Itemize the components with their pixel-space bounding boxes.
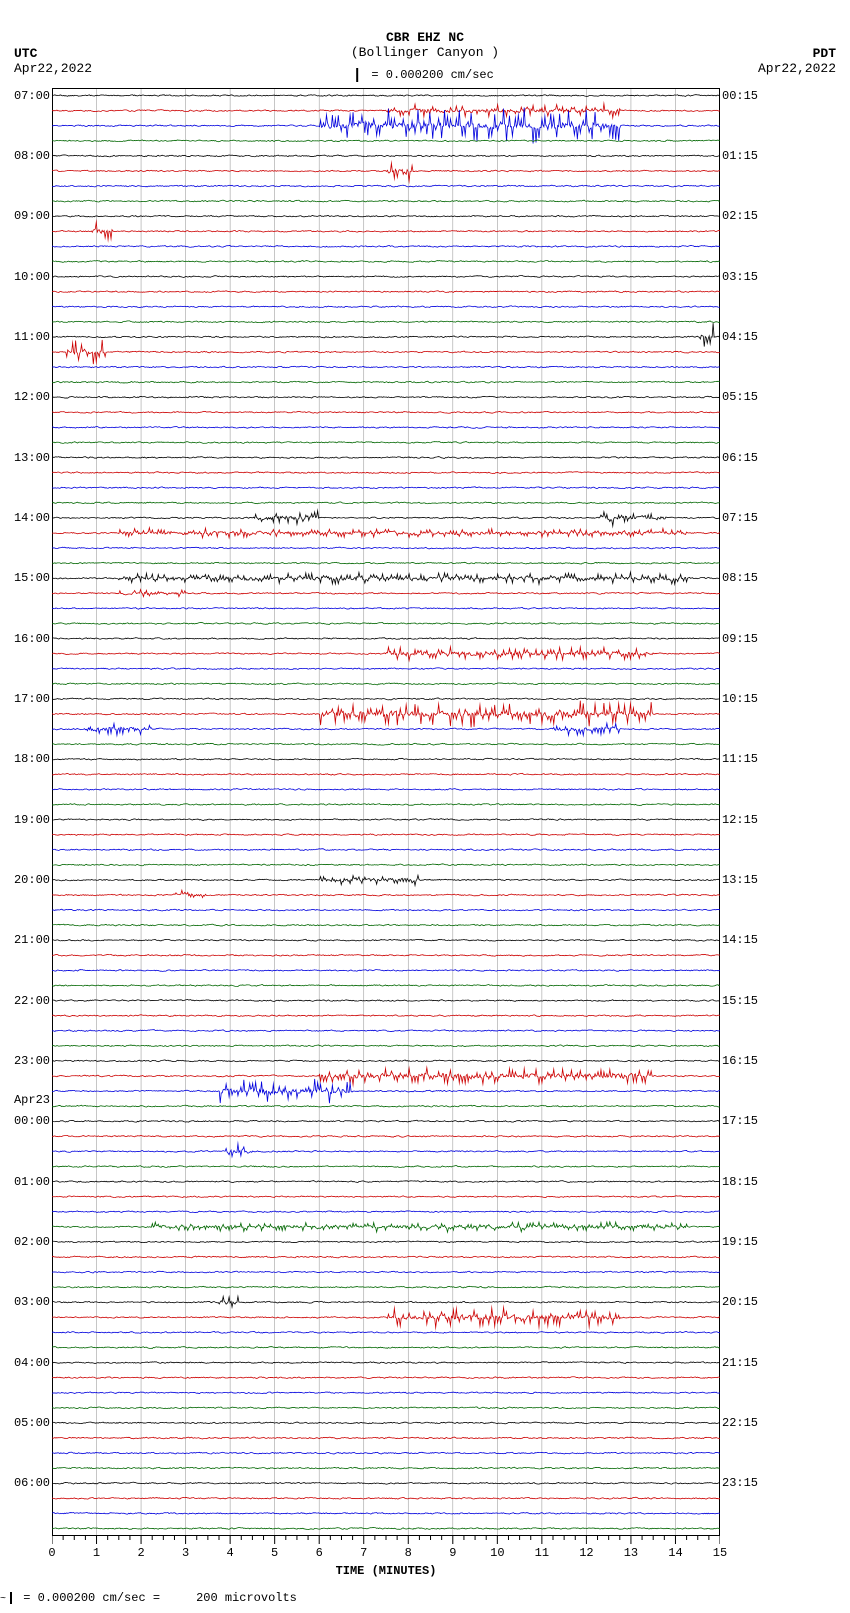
right-tick-label: 14:15 (722, 934, 842, 946)
footer-bar-icon (10, 1592, 12, 1604)
tz-right-date: Apr22,2022 (758, 61, 836, 76)
x-tick-label: 7 (360, 1546, 367, 1560)
scale-bar-icon (356, 68, 358, 82)
x-tick-label: 0 (48, 1546, 55, 1560)
left-tick-label: 15:00 (0, 572, 50, 584)
left-tick-label: 03:00 (0, 1296, 50, 1308)
left-tick-label: 14:00 (0, 512, 50, 524)
right-tick-label: 19:15 (722, 1236, 842, 1248)
x-tick-label: 6 (316, 1546, 323, 1560)
timezone-left: UTC Apr22,2022 (14, 46, 92, 76)
footer-text-left: = 0.000200 cm/sec = (23, 1591, 160, 1605)
right-tick-label: 11:15 (722, 753, 842, 765)
x-tick-label: 1 (93, 1546, 100, 1560)
right-tick-label: 01:15 (722, 150, 842, 162)
left-tick-label: 13:00 (0, 452, 50, 464)
right-tick-label: 03:15 (722, 271, 842, 283)
right-tick-label: 20:15 (722, 1296, 842, 1308)
left-tick-label: 18:00 (0, 753, 50, 765)
x-tick-label: 13 (624, 1546, 638, 1560)
left-tick-label: 09:00 (0, 210, 50, 222)
right-tick-label: 12:15 (722, 814, 842, 826)
left-tick-label: 04:00 (0, 1357, 50, 1369)
left-tick-label: 00:00 (0, 1115, 50, 1127)
tz-left-label: UTC (14, 46, 37, 61)
x-tick-label: 4 (227, 1546, 234, 1560)
left-tick-label: 23:00 (0, 1055, 50, 1067)
station-code: CBR EHZ NC (0, 30, 850, 45)
footer-text-right: 200 microvolts (196, 1591, 297, 1605)
x-tick-label: 9 (449, 1546, 456, 1560)
left-time-axis: 07:00 08:00 09:00 10:00 11:00 12:00 13:00 14:00… (0, 88, 50, 1536)
right-tick-label: 13:15 (722, 874, 842, 886)
right-tick-label: 18:15 (722, 1176, 842, 1188)
left-tick-label: 11:00 (0, 331, 50, 343)
right-tick-label: 22:15 (722, 1417, 842, 1429)
left-tick-label: 06:00 (0, 1477, 50, 1489)
right-tick-label: 00:15 (722, 90, 842, 102)
right-tick-label: 15:15 (722, 995, 842, 1007)
tz-right-label: PDT (813, 46, 836, 61)
scale-indicator: = 0.000200 cm/sec (356, 68, 494, 82)
right-tick-label: 16:15 (722, 1055, 842, 1067)
footer-scale: ~ = 0.000200 cm/sec = 200 microvolts (0, 1591, 297, 1605)
x-tick-label: 3 (182, 1546, 189, 1560)
x-tick-label: 12 (579, 1546, 593, 1560)
x-tick-label: 10 (490, 1546, 504, 1560)
x-tick-label: 11 (535, 1546, 549, 1560)
right-tick-label: 06:15 (722, 452, 842, 464)
left-tick-label: 07:00 (0, 90, 50, 102)
x-tick-label: 14 (668, 1546, 682, 1560)
left-tick-label: 22:00 (0, 995, 50, 1007)
right-tick-label: 21:15 (722, 1357, 842, 1369)
left-tick-label: 05:00 (0, 1417, 50, 1429)
left-tick-label: 12:00 (0, 391, 50, 403)
station-location: (Bollinger Canyon ) (0, 45, 850, 60)
scale-text: = 0.000200 cm/sec (371, 68, 493, 82)
left-tick-label: 19:00 (0, 814, 50, 826)
left-tick-label: 16:00 (0, 633, 50, 645)
x-tick-label: 2 (137, 1546, 144, 1560)
left-tick-label: 08:00 (0, 150, 50, 162)
left-tick-label: Apr23 (0, 1094, 50, 1106)
right-tick-label: 17:15 (722, 1115, 842, 1127)
left-tick-label: 01:00 (0, 1176, 50, 1188)
chart-header: CBR EHZ NC (Bollinger Canyon ) (0, 30, 850, 60)
left-tick-label: 17:00 (0, 693, 50, 705)
left-tick-label: 10:00 (0, 271, 50, 283)
left-tick-label: 21:00 (0, 934, 50, 946)
right-tick-label: 09:15 (722, 633, 842, 645)
right-tick-label: 23:15 (722, 1477, 842, 1489)
right-tick-label: 07:15 (722, 512, 842, 524)
x-tick-label: 15 (713, 1546, 727, 1560)
right-tick-label: 05:15 (722, 391, 842, 403)
left-tick-label: 02:00 (0, 1236, 50, 1248)
x-tick-label: 8 (405, 1546, 412, 1560)
right-tick-label: 08:15 (722, 572, 842, 584)
timezone-right: PDT Apr22,2022 (758, 46, 836, 76)
left-tick-label: 20:00 (0, 874, 50, 886)
right-tick-label: 02:15 (722, 210, 842, 222)
right-time-axis: 00:15 01:15 02:15 03:15 04:15 05:15 06:15 07:15… (722, 88, 842, 1536)
x-tick-label: 5 (271, 1546, 278, 1560)
right-tick-label: 10:15 (722, 693, 842, 705)
tz-left-date: Apr22,2022 (14, 61, 92, 76)
seismogram-canvas (52, 88, 720, 1536)
x-axis-title: TIME (MINUTES) (52, 1564, 720, 1578)
right-tick-label: 04:15 (722, 331, 842, 343)
